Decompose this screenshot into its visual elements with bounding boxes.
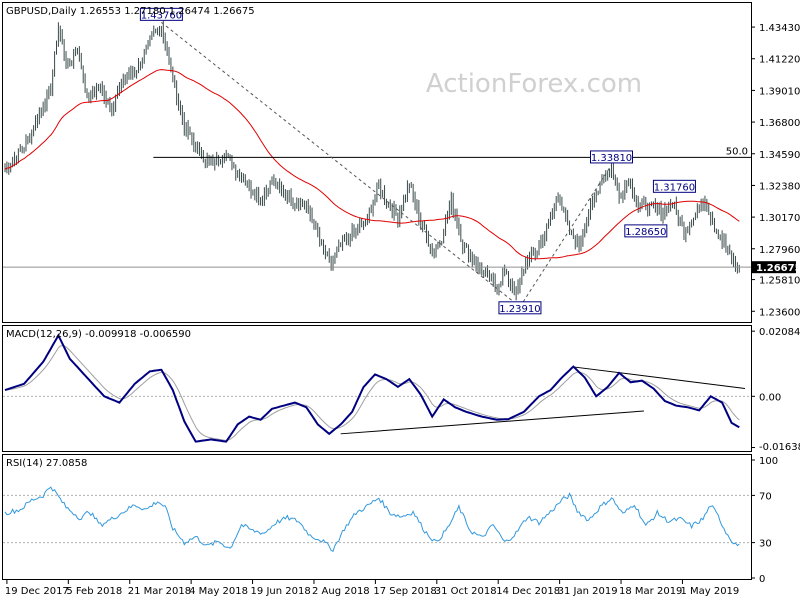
x-tick-label: 5 Feb 2018 bbox=[66, 586, 122, 597]
price-tick-label: 1.43430 bbox=[759, 23, 800, 34]
symbol-header: GBPUSD,Daily 1.26553 1.27180 1.26474 1.2… bbox=[6, 6, 255, 17]
macd-tick-label: 0.00 bbox=[759, 392, 781, 403]
trendline-low-to-high bbox=[519, 164, 612, 308]
price-tick-label: 1.30170 bbox=[759, 213, 800, 224]
annotation-label: 1.23910 bbox=[499, 304, 540, 315]
price-panel bbox=[2, 2, 752, 323]
macd-tick-label: 0.020848 bbox=[759, 327, 800, 338]
x-tick-label: 19 Dec 2017 bbox=[5, 586, 69, 597]
watermark: ActionForex.com bbox=[426, 69, 642, 99]
fib-50-label: 50.0 bbox=[726, 146, 748, 157]
price-tick-label: 1.39010 bbox=[759, 86, 800, 97]
trendline-high-to-low bbox=[161, 21, 521, 308]
x-tick-label: 19 Jun 2018 bbox=[251, 586, 311, 597]
price-tick-label: 1.36800 bbox=[759, 118, 800, 129]
annotation-label: 1.43760 bbox=[141, 10, 182, 21]
rsi-title: RSI(14) 27.0858 bbox=[6, 458, 87, 469]
price-annotation-1-33810: 1.33810 bbox=[589, 150, 633, 164]
price-tick-label: 1.34590 bbox=[759, 150, 800, 161]
macd-panel bbox=[2, 325, 752, 452]
x-tick-label: 17 Sep 2018 bbox=[373, 586, 436, 597]
x-tick-label: 18 Mar 2019 bbox=[619, 586, 682, 597]
annotation-label: 1.33810 bbox=[591, 153, 632, 164]
price-annotation-1-28650: 1.28650 bbox=[624, 224, 668, 238]
price-annotation-1-43760: 1.43760 bbox=[139, 7, 183, 21]
price-tick-label: 1.23600 bbox=[759, 307, 800, 318]
x-tick-label: 14 Dec 2018 bbox=[496, 586, 560, 597]
annotation-box bbox=[589, 150, 633, 164]
rsi-tick-label: 70 bbox=[759, 491, 772, 502]
x-tick-label: 31 Jan 2019 bbox=[558, 586, 618, 597]
macd-tick-label: -0.016389 bbox=[759, 442, 800, 453]
macd-title: MACD(12,26,9) -0.009918 -0.006590 bbox=[6, 329, 191, 340]
x-tick-label: 21 Mar 2018 bbox=[128, 586, 191, 597]
price-annotation-1-23910: 1.23910 bbox=[498, 301, 542, 315]
annotation-box bbox=[624, 224, 668, 238]
macd-signal-line bbox=[4, 344, 740, 442]
price-tick-label: 1.32380 bbox=[759, 181, 800, 192]
annotation-box bbox=[498, 301, 542, 315]
rsi-tick-label: 100 bbox=[759, 456, 778, 467]
current-price-label: 1.26675 bbox=[756, 263, 800, 274]
price-tick-label: 1.41220 bbox=[759, 55, 800, 66]
moving-average-line bbox=[4, 69, 740, 260]
annotation-box bbox=[652, 179, 696, 193]
x-tick-label: 4 May 2018 bbox=[189, 586, 248, 597]
macd-trendline-0 bbox=[573, 366, 746, 389]
macd-trendline-1 bbox=[340, 410, 644, 435]
macd-line bbox=[4, 333, 740, 443]
rsi-tick-label: 0 bbox=[759, 574, 765, 585]
x-tick-label: 1 May 2019 bbox=[680, 586, 739, 597]
current-price-tag bbox=[752, 261, 796, 274]
annotation-box bbox=[139, 7, 183, 21]
x-tick-label: 31 Oct 2018 bbox=[435, 586, 497, 597]
annotation-label: 1.28650 bbox=[625, 227, 666, 238]
rsi-tick-label: 30 bbox=[759, 539, 772, 550]
price-tick-label: 1.25810 bbox=[759, 276, 800, 287]
rsi-line bbox=[4, 486, 740, 552]
x-tick-label: 2 Aug 2018 bbox=[312, 586, 370, 597]
annotation-label: 1.31760 bbox=[654, 182, 695, 193]
price-tick-label: 1.27960 bbox=[759, 245, 800, 256]
rsi-panel bbox=[2, 454, 752, 580]
price-annotation-1-31760: 1.31760 bbox=[652, 179, 696, 193]
